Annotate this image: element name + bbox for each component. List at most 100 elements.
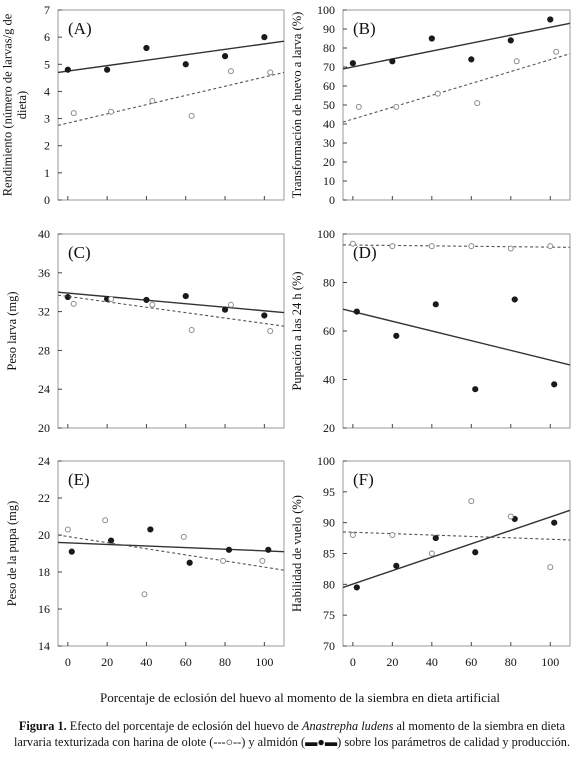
- x-tick-label: 0: [350, 655, 356, 669]
- trend-line-olote: [57, 534, 285, 571]
- trend-line-almidon: [342, 509, 571, 589]
- y-axis-label: Rendimiento (número de larvas/g dedieta): [1, 13, 29, 196]
- data-point-olote: [507, 513, 514, 520]
- caption-text-after: ) sobre los parámetros de calidad y prod…: [337, 735, 571, 749]
- data-point-almidon: [468, 56, 475, 63]
- trend-line-olote: [57, 294, 285, 327]
- x-tick-label: 0: [65, 655, 71, 669]
- data-point-almidon: [547, 16, 554, 23]
- data-point-almidon: [261, 312, 268, 319]
- data-point-olote: [141, 591, 148, 598]
- y-tick-label: 18: [38, 565, 50, 579]
- data-point-olote: [108, 108, 115, 115]
- data-point-almidon: [182, 61, 189, 68]
- y-tick-label: 4: [44, 84, 50, 98]
- x-tick-label: 20: [101, 655, 113, 669]
- y-tick-label: 6: [44, 30, 50, 44]
- y-tick-label: 3: [44, 112, 50, 126]
- data-point-almidon: [182, 292, 189, 300]
- y-tick-label: 20: [38, 528, 50, 542]
- plot-frame: [342, 233, 571, 429]
- x-tick-label: 80: [505, 655, 517, 669]
- x-tick-label: 100: [541, 655, 559, 669]
- data-point-almidon: [64, 66, 71, 73]
- y-tick-label: 1: [44, 166, 50, 180]
- data-point-olote: [468, 243, 475, 250]
- data-point-olote: [553, 48, 560, 55]
- data-point-olote: [513, 58, 520, 65]
- data-point-olote: [355, 103, 362, 110]
- data-point-olote: [227, 301, 234, 308]
- data-point-almidon: [393, 332, 400, 339]
- x-tick-label: 20: [386, 655, 398, 669]
- panel-d: 20 40 60 80 100 Pupación a las 24 h (%) (D): [290, 227, 571, 435]
- trend-line-almidon: [57, 40, 285, 74]
- data-point-almidon: [104, 66, 111, 73]
- data-point-olote: [468, 498, 475, 505]
- plot-frame: [57, 9, 285, 201]
- x-tick-label: 40: [140, 655, 152, 669]
- plot-frame: [57, 233, 285, 429]
- panel-label: (B): [353, 19, 376, 38]
- y-tick-label: 32: [38, 305, 50, 319]
- trend-line-almidon: [342, 22, 571, 70]
- y-tick-label: 60: [323, 324, 335, 338]
- data-point-almidon: [143, 44, 150, 52]
- data-point-almidon: [221, 53, 229, 60]
- y-tick-label: 16: [38, 602, 50, 616]
- y-tick-label: 95: [323, 485, 335, 499]
- data-point-olote: [428, 243, 435, 250]
- y-tick-label: 22: [38, 491, 50, 505]
- y-tick-label: 80: [323, 577, 335, 591]
- caption-text-and: ) y almidón (: [241, 735, 306, 749]
- x-tick-label: 60: [465, 655, 477, 669]
- data-point-olote: [70, 300, 77, 307]
- y-axis-label: Pupación a las 24 h (%): [290, 271, 304, 390]
- y-tick-label: 80: [323, 276, 335, 290]
- panel-e: 14 16 18 20 22 24 0 20 40 60 80 100 Peso de la pupa …: [5, 454, 285, 669]
- data-point-almidon: [143, 296, 150, 304]
- y-tick-label: 2: [44, 139, 50, 153]
- panel-label: (A): [68, 19, 92, 38]
- data-point-almidon: [265, 546, 272, 553]
- y-tick-label: 100: [317, 3, 335, 17]
- plot-frame: [342, 9, 571, 201]
- trend-line-olote: [342, 531, 571, 541]
- data-point-olote: [349, 532, 356, 538]
- y-tick-label: 10: [323, 174, 335, 188]
- data-point-almidon: [472, 386, 479, 393]
- data-point-olote: [188, 112, 195, 119]
- data-point-almidon: [349, 60, 356, 67]
- data-point-olote: [349, 240, 356, 247]
- trend-line-almidon: [342, 308, 571, 366]
- x-tick-label: 100: [255, 655, 273, 669]
- trend-line-almidon: [57, 541, 285, 553]
- data-point-olote: [70, 110, 77, 117]
- y-tick-label: 7: [44, 3, 50, 17]
- data-point-almidon: [225, 546, 233, 553]
- data-point-almidon: [389, 58, 396, 65]
- y-axis-label: Peso larva (mg): [5, 291, 19, 370]
- data-point-olote: [393, 103, 400, 110]
- trend-line-olote: [342, 53, 571, 123]
- x-tick-label: 60: [180, 655, 192, 669]
- data-point-olote: [389, 532, 396, 538]
- data-point-almidon: [393, 562, 400, 569]
- caption-text-before: Efecto del porcentaje de eclosión del hu…: [66, 719, 302, 733]
- data-point-almidon: [432, 301, 439, 308]
- data-point-olote: [180, 533, 187, 540]
- data-point-olote: [227, 68, 234, 75]
- y-tick-label: 40: [323, 373, 335, 387]
- y-tick-label: 100: [317, 227, 335, 241]
- y-tick-label: 28: [38, 343, 50, 357]
- y-tick-label: 20: [38, 421, 50, 435]
- panel-b: 0 10 20 30 40 50 60 70 80 90 100 Transformación de …: [290, 3, 571, 207]
- y-tick-label: 75: [323, 608, 335, 622]
- data-point-almidon: [186, 559, 193, 566]
- trend-line-almidon: [57, 291, 285, 314]
- data-point-almidon: [551, 519, 558, 526]
- data-point-olote: [267, 328, 274, 334]
- data-point-almidon: [147, 526, 154, 533]
- x-tick-label: 40: [426, 655, 438, 669]
- panel-f: 70 75 80 85 90 95 100 0 20 40 60 80 100 Habilidad de …: [290, 454, 571, 669]
